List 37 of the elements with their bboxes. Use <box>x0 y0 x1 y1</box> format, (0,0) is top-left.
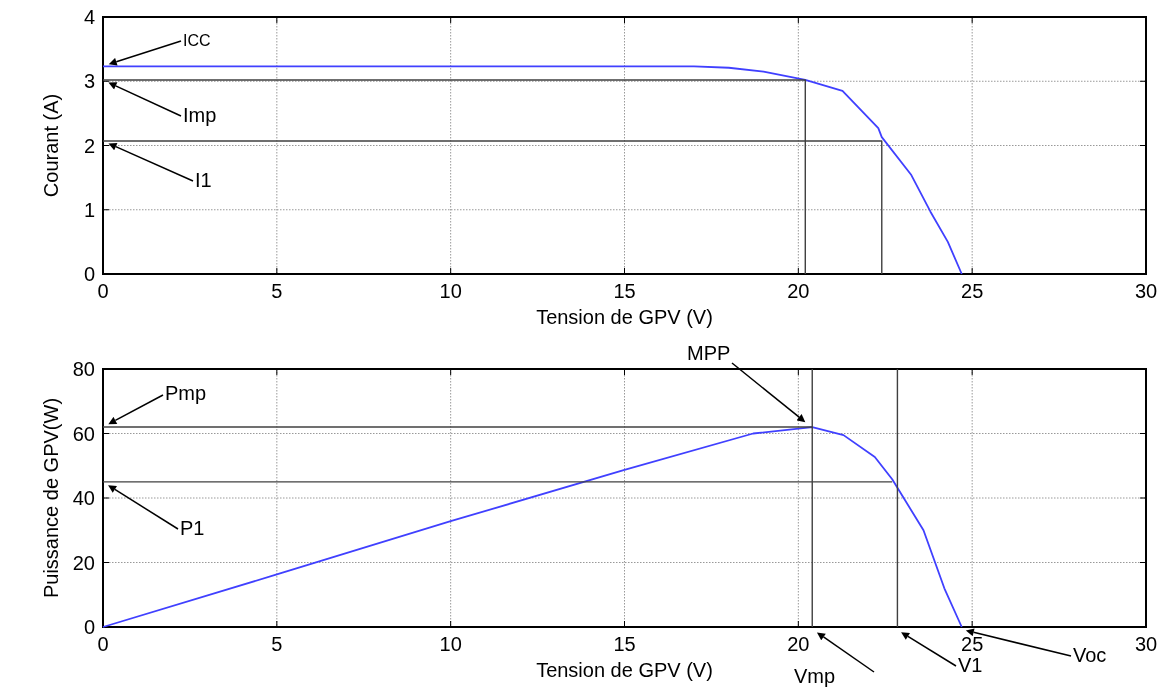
y-tick-label: 4 <box>83 6 95 28</box>
annotation: Pmp <box>165 382 207 404</box>
x-tick-label: 25 <box>961 633 984 655</box>
x-tick-label: 10 <box>439 280 462 302</box>
text: V1 <box>958 654 983 676</box>
x-tick-label: 5 <box>271 280 283 302</box>
x-tick-label: 15 <box>613 633 636 655</box>
text: MPP <box>687 342 731 364</box>
y-tick-label: 60 <box>72 422 95 445</box>
y-tick-label: 0 <box>83 263 95 285</box>
y-tick-label: 0 <box>83 616 95 638</box>
x-tick-label: 30 <box>1134 633 1158 655</box>
annotation: P1 <box>180 517 205 539</box>
x-tick-label: 0 <box>97 633 109 655</box>
annotation: ICC <box>183 32 211 49</box>
x-axis-title: Tension de GPV (V) <box>536 306 713 328</box>
annotation: Imp <box>183 104 217 126</box>
x-tick-label: 5 <box>271 633 283 655</box>
y-tick-label: 1 <box>83 198 95 221</box>
y-tick-label: 80 <box>72 358 95 380</box>
x-tick-label: 15 <box>613 280 636 302</box>
y-tick-label: 2 <box>83 134 95 157</box>
annotation: I1 <box>195 169 212 191</box>
y-axis-title: Puissance de GPV(W) <box>40 397 62 599</box>
y-axis-title: Courant (A) <box>40 93 62 198</box>
x-tick-label: 30 <box>1134 280 1158 302</box>
y-tick-label: 3 <box>83 70 95 93</box>
x-tick-label: 25 <box>961 280 984 302</box>
text: Voc <box>1073 644 1107 666</box>
y-tick-label: 40 <box>72 487 95 509</box>
text: Vmp <box>794 665 836 687</box>
x-tick-label: 20 <box>787 280 810 302</box>
x-tick-label: 20 <box>787 633 810 655</box>
x-tick-label: 0 <box>97 280 109 302</box>
x-tick-label: 10 <box>439 633 462 655</box>
y-tick-label: 20 <box>72 551 95 574</box>
x-axis-title: Tension de GPV (V) <box>536 659 713 681</box>
